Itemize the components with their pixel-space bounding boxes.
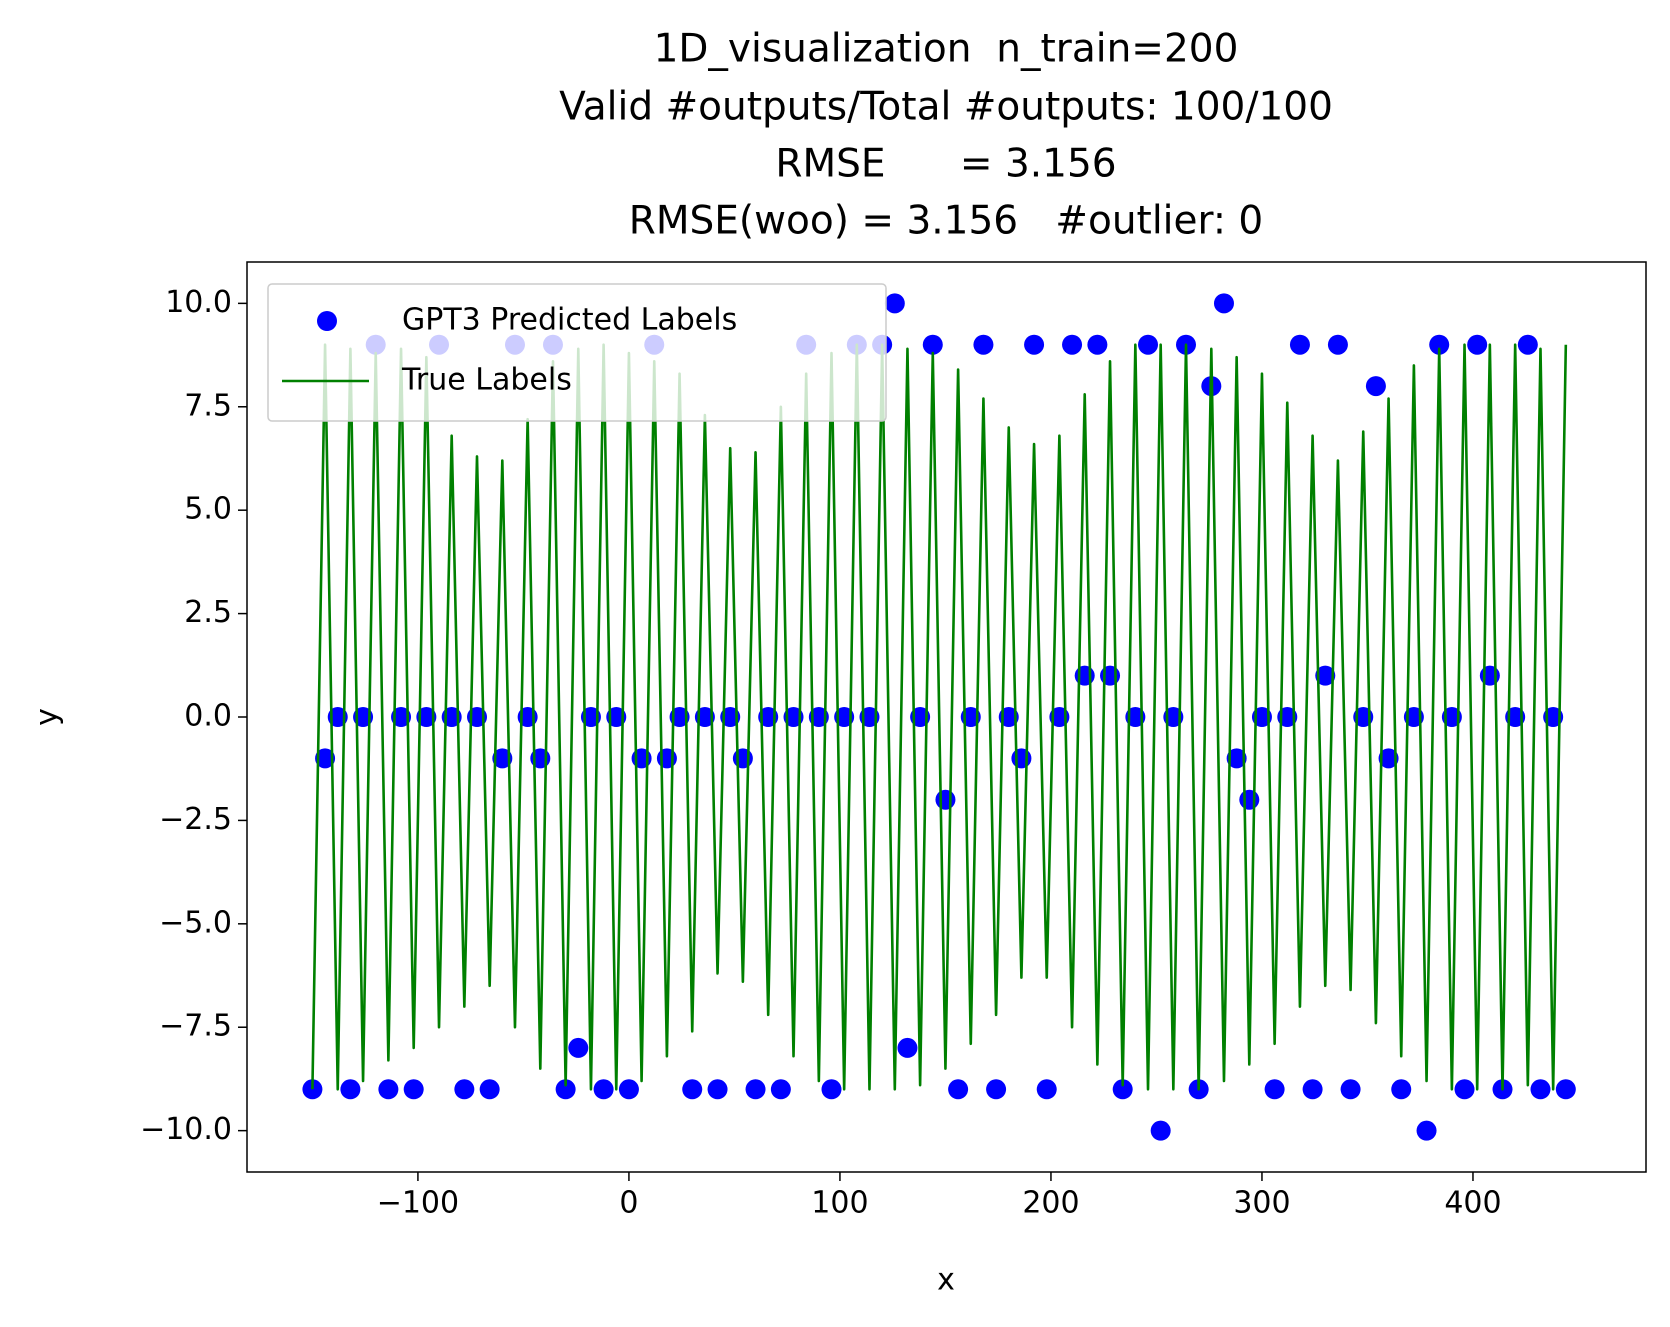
point [1226, 748, 1247, 769]
y-tick-label: 7.5 [184, 388, 232, 423]
legend-label: GPT3 Predicted Labels [402, 303, 737, 338]
x-tick-label: 300 [1233, 1186, 1290, 1221]
point [555, 1079, 576, 1100]
y-tick-label: −10.0 [140, 1112, 232, 1147]
point [1315, 665, 1336, 686]
y-tick-label: 2.5 [184, 595, 232, 630]
legend-label: True Labels [401, 363, 572, 398]
point [416, 707, 437, 727]
point [1011, 748, 1032, 769]
point [935, 789, 956, 810]
axes-frame [246, 261, 1647, 1173]
point [1429, 334, 1450, 355]
chart-title: Valid #outputs/Total #outputs: 100/100 [559, 85, 1333, 130]
point [948, 1079, 969, 1100]
point [340, 1079, 361, 1100]
chart-title: RMSE(woo) = 3.156 #outlier: 0 [629, 199, 1263, 244]
point [973, 334, 994, 355]
point [568, 1037, 589, 1058]
point [1391, 1079, 1412, 1100]
point [618, 1079, 639, 1100]
legend: GPT3 Predicted Labels True Labels [267, 283, 887, 422]
point [1112, 1079, 1133, 1100]
legend-marker [317, 311, 337, 331]
point [454, 1079, 475, 1100]
point [1024, 334, 1045, 355]
point [922, 334, 943, 355]
point [897, 1037, 918, 1058]
point [986, 1079, 1007, 1100]
y-tick-label: 0.0 [184, 699, 232, 734]
x-tick-label: 0 [619, 1186, 638, 1221]
point [707, 1079, 728, 1100]
point [1365, 376, 1386, 397]
point [1378, 748, 1399, 769]
point [391, 707, 412, 727]
line [311, 343, 1568, 1091]
point [1289, 334, 1310, 355]
y-tick-label: 5.0 [184, 492, 232, 527]
point [1454, 1079, 1475, 1100]
point [1239, 789, 1260, 810]
point [315, 748, 336, 769]
point [1150, 1120, 1171, 1141]
legend-box [267, 283, 887, 422]
point [479, 1079, 500, 1100]
point [821, 1079, 842, 1100]
y-tick-label: −7.5 [159, 1009, 232, 1044]
x-axis-label: x [937, 1263, 955, 1298]
y-tick-label: −2.5 [159, 802, 232, 837]
chart-title: 1D_visualization n_train=200 [654, 27, 1239, 72]
x-tick-label: −100 [377, 1186, 459, 1221]
point [302, 1079, 323, 1100]
point [1340, 1079, 1361, 1100]
point [1517, 334, 1538, 355]
point [1036, 1079, 1057, 1100]
point [1416, 1120, 1437, 1141]
point [884, 293, 905, 314]
point [1302, 1079, 1323, 1100]
point [593, 1079, 614, 1100]
point [682, 1079, 703, 1100]
x-tick-label: 200 [1022, 1186, 1079, 1221]
point [656, 748, 677, 769]
point [1264, 1079, 1285, 1100]
x-tick-label: 100 [811, 1186, 868, 1221]
chart-title: RMSE = 3.156 [775, 142, 1116, 187]
point [378, 1079, 399, 1100]
point [770, 1079, 791, 1100]
point [1138, 334, 1159, 355]
point [1062, 334, 1083, 355]
point [1555, 1079, 1576, 1100]
y-axis-label: y [30, 708, 65, 726]
y-tick-label: 10.0 [165, 285, 232, 320]
point [732, 748, 753, 769]
point [1467, 334, 1488, 355]
point [1087, 334, 1108, 355]
point [403, 1079, 424, 1100]
point [1530, 1079, 1551, 1100]
point [745, 1079, 766, 1100]
y-tick-label: −5.0 [159, 905, 232, 940]
point [1327, 334, 1348, 355]
x-tick-label: 400 [1444, 1186, 1501, 1221]
point [1213, 293, 1234, 314]
point [492, 748, 513, 769]
